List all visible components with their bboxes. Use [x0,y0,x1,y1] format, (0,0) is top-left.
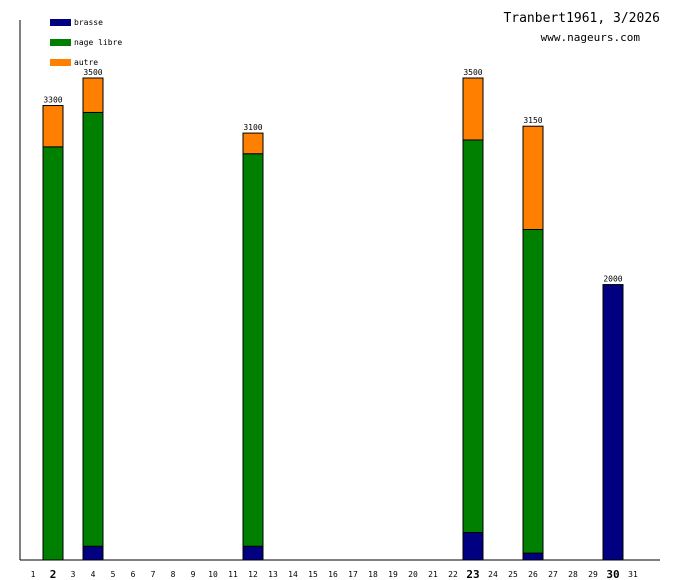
x-tick-label-10: 10 [208,570,218,579]
x-tick-label-28: 28 [568,570,578,579]
total-label-day-23: 3500 [463,68,482,77]
total-label-day-12: 3100 [243,123,262,132]
legend-swatch-autre [50,59,71,66]
bar-nage-libre-day-12 [242,153,264,547]
legend-label-autre: autre [74,58,98,67]
x-tick-label-31: 31 [628,570,638,579]
x-tick-label-22: 22 [448,570,458,579]
bar-brasse-day-26 [522,552,544,561]
bar-brasse-day-12 [242,545,264,561]
x-tick-label-16: 16 [328,570,338,579]
total-label-day-30: 2000 [603,275,622,284]
x-tick-label-2: 2 [50,568,57,580]
legend-swatch-brasse [50,19,71,26]
x-tick-label-21: 21 [428,570,438,579]
x-tick-label-15: 15 [308,570,318,579]
x-tick-label-1: 1 [31,570,36,579]
bar-autre-day-23 [462,77,484,141]
legend: brasse nage libre autre [50,18,122,67]
x-tick-label-30: 30 [606,568,619,580]
x-tick-label-20: 20 [408,570,418,579]
bar-nage-libre-day-26 [522,228,544,554]
x-tick-label-5: 5 [111,570,116,579]
x-tick-label-25: 25 [508,570,518,579]
legend-label-brasse: brasse [74,18,103,27]
bar-autre-day-4 [82,77,104,113]
bar-nage-libre-day-23 [462,139,484,533]
x-ticks-group: 1 2 3 4 5 6 7 8 9 10 11 12 13 14 15 16 17 18 19 20 21 22 23 24 2… [31,568,638,580]
x-tick-label-13: 13 [268,570,278,579]
total-label-day-26: 3150 [523,116,542,125]
x-tick-label-19: 19 [388,570,398,579]
x-tick-label-9: 9 [191,570,196,579]
bar-brasse-day-4 [82,545,104,561]
x-tick-label-6: 6 [131,570,136,579]
chart-title: Tranbert1961, 3/2026 [503,11,660,26]
bar-nage-libre-day-4 [82,111,104,547]
x-tick-label-27: 27 [548,570,558,579]
x-tick-label-11: 11 [228,570,238,579]
x-tick-label-8: 8 [171,570,176,579]
bars-group: 3300 3500 3100 3500 3150 2000 [42,68,624,561]
total-label-day-2: 3300 [43,96,62,105]
x-tick-label-12: 12 [248,570,258,579]
x-tick-label-4: 4 [91,570,96,579]
x-tick-label-24: 24 [488,570,498,579]
total-label-day-4: 3500 [83,68,102,77]
x-tick-label-3: 3 [71,570,76,579]
x-tick-label-26: 26 [528,570,538,579]
x-tick-label-17: 17 [348,570,358,579]
x-tick-label-29: 29 [588,570,598,579]
x-tick-label-23: 23 [466,568,479,580]
x-tick-label-7: 7 [151,570,156,579]
bar-autre-day-26 [522,125,544,230]
bar-autre-day-12 [242,132,264,155]
bar-brasse-day-23 [462,531,484,561]
x-tick-label-14: 14 [288,570,298,579]
bar-nage-libre-day-2 [42,146,64,561]
site-url: www.nageurs.com [541,31,641,44]
legend-label-nage-libre: nage libre [74,38,122,47]
x-tick-label-18: 18 [368,570,378,579]
legend-swatch-nage-libre [50,39,71,46]
bar-brasse-day-30 [602,284,624,561]
bar-autre-day-2 [42,105,64,148]
